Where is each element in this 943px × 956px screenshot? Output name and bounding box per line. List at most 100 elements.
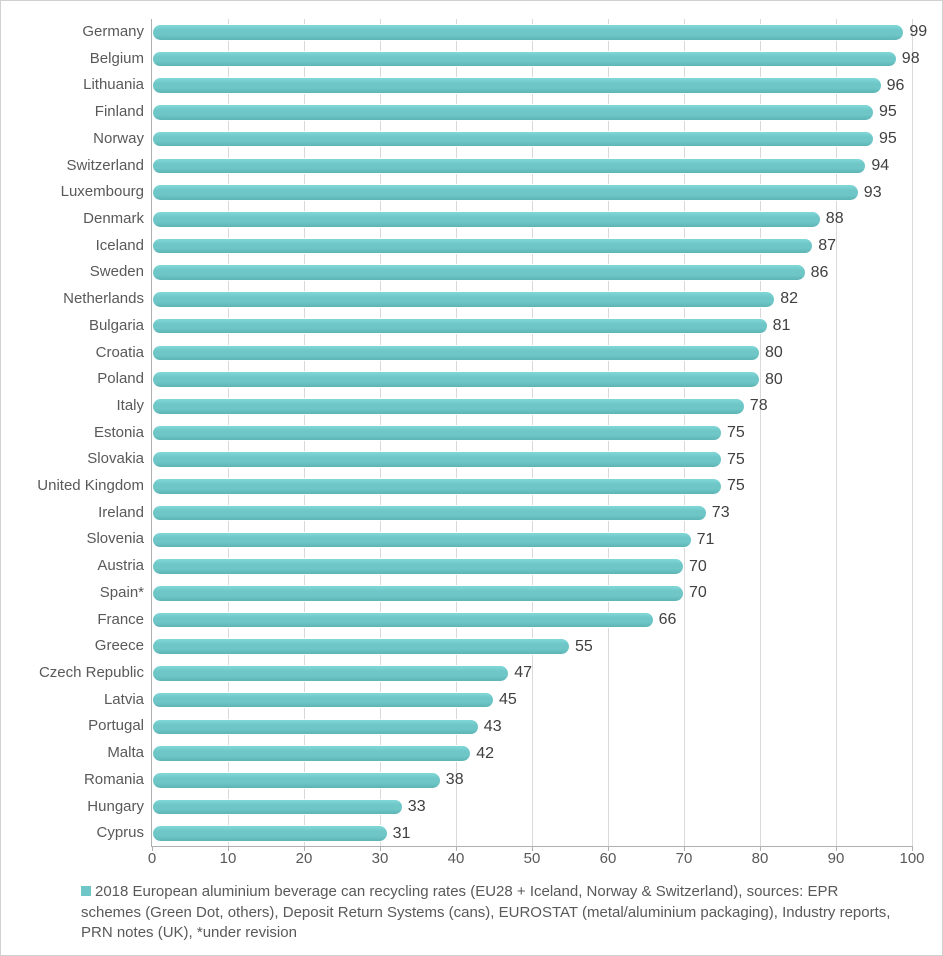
category-label: Austria — [97, 553, 152, 580]
category-label: Germany — [82, 19, 152, 46]
category-label: Greece — [95, 633, 152, 660]
value-label: 43 — [478, 718, 502, 736]
plot-area: 0102030405060708090100Germany99Belgium98… — [151, 19, 912, 847]
bar: 96 — [152, 77, 882, 94]
category-label: Latvia — [104, 687, 152, 714]
legend: 2018 European aluminium beverage can rec… — [81, 882, 892, 943]
legend-swatch — [81, 886, 91, 896]
x-tick-label: 50 — [524, 846, 541, 867]
bar: 82 — [152, 291, 775, 308]
category-label: Finland — [95, 99, 152, 126]
bar: 31 — [152, 825, 388, 842]
value-label: 80 — [759, 344, 783, 362]
value-label: 94 — [865, 157, 889, 175]
bar: 80 — [152, 345, 760, 362]
value-label: 47 — [508, 664, 532, 682]
x-tick-label: 10 — [220, 846, 237, 867]
bar-row: Denmark88 — [152, 206, 912, 233]
category-label: Switzerland — [66, 153, 152, 180]
x-tick-label: 20 — [296, 846, 313, 867]
value-label: 70 — [683, 558, 707, 576]
bar-row: Bulgaria81 — [152, 313, 912, 340]
value-label: 66 — [653, 611, 677, 629]
category-label: Cyprus — [96, 820, 152, 847]
value-label: 93 — [858, 184, 882, 202]
bar-row: Romania38 — [152, 767, 912, 794]
bar: 99 — [152, 24, 904, 41]
value-label: 95 — [873, 130, 897, 148]
bar: 70 — [152, 585, 684, 602]
value-label: 70 — [683, 584, 707, 602]
bar: 70 — [152, 558, 684, 575]
value-label: 42 — [470, 745, 494, 763]
bar: 75 — [152, 478, 722, 495]
bar-row: Lithuania96 — [152, 72, 912, 99]
bar: 78 — [152, 398, 745, 415]
category-label: Spain* — [100, 580, 152, 607]
category-label: United Kingdom — [37, 473, 152, 500]
bar: 66 — [152, 612, 654, 629]
bar: 81 — [152, 318, 768, 335]
value-label: 82 — [774, 290, 798, 308]
value-label: 78 — [744, 397, 768, 415]
value-label: 99 — [903, 23, 927, 41]
bar-row: Sweden86 — [152, 259, 912, 286]
value-label: 98 — [896, 50, 920, 68]
category-label: Netherlands — [63, 286, 152, 313]
bar: 95 — [152, 131, 874, 148]
category-label: Lithuania — [83, 72, 152, 99]
bar-row: Croatia80 — [152, 340, 912, 367]
bar-row: Belgium98 — [152, 46, 912, 73]
bar-row: Cyprus31 — [152, 820, 912, 847]
category-label: Italy — [116, 393, 152, 420]
category-label: Luxembourg — [61, 179, 152, 206]
value-label: 73 — [706, 504, 730, 522]
bar-row: Netherlands82 — [152, 286, 912, 313]
value-label: 95 — [873, 103, 897, 121]
chart-container: 0102030405060708090100Germany99Belgium98… — [0, 0, 943, 956]
x-tick-label: 60 — [600, 846, 617, 867]
gridline — [912, 19, 913, 846]
bar: 86 — [152, 264, 806, 281]
category-label: Denmark — [83, 206, 152, 233]
bar: 75 — [152, 425, 722, 442]
x-tick-label: 30 — [372, 846, 389, 867]
value-label: 75 — [721, 424, 745, 442]
x-tick-label: 70 — [676, 846, 693, 867]
category-label: Ireland — [98, 500, 152, 527]
x-tick-label: 80 — [752, 846, 769, 867]
category-label: Poland — [97, 366, 152, 393]
value-label: 31 — [387, 825, 411, 843]
bar-row: Switzerland94 — [152, 153, 912, 180]
bar: 71 — [152, 532, 692, 549]
bar-row: Ireland73 — [152, 500, 912, 527]
category-label: Slovenia — [86, 526, 152, 553]
bar: 93 — [152, 184, 859, 201]
value-label: 75 — [721, 451, 745, 469]
category-label: Portugal — [88, 713, 152, 740]
category-label: Malta — [107, 740, 152, 767]
bar-row: Austria70 — [152, 553, 912, 580]
bar: 33 — [152, 799, 403, 816]
bar: 45 — [152, 692, 494, 709]
category-label: Hungary — [87, 794, 152, 821]
bar-row: Slovenia71 — [152, 526, 912, 553]
bar: 87 — [152, 238, 813, 255]
bar: 95 — [152, 104, 874, 121]
category-label: Czech Republic — [39, 660, 152, 687]
bar-row: Malta42 — [152, 740, 912, 767]
value-label: 75 — [721, 477, 745, 495]
bar: 47 — [152, 665, 509, 682]
x-tick-label: 100 — [899, 846, 924, 867]
value-label: 80 — [759, 371, 783, 389]
bar-row: France66 — [152, 607, 912, 634]
value-label: 71 — [691, 531, 715, 549]
category-label: France — [97, 607, 152, 634]
x-tick-label: 40 — [448, 846, 465, 867]
category-label: Bulgaria — [89, 313, 152, 340]
bar: 98 — [152, 51, 897, 68]
bar-row: Finland95 — [152, 99, 912, 126]
bar-row: Poland80 — [152, 366, 912, 393]
category-label: Croatia — [96, 340, 152, 367]
category-label: Estonia — [94, 420, 152, 447]
